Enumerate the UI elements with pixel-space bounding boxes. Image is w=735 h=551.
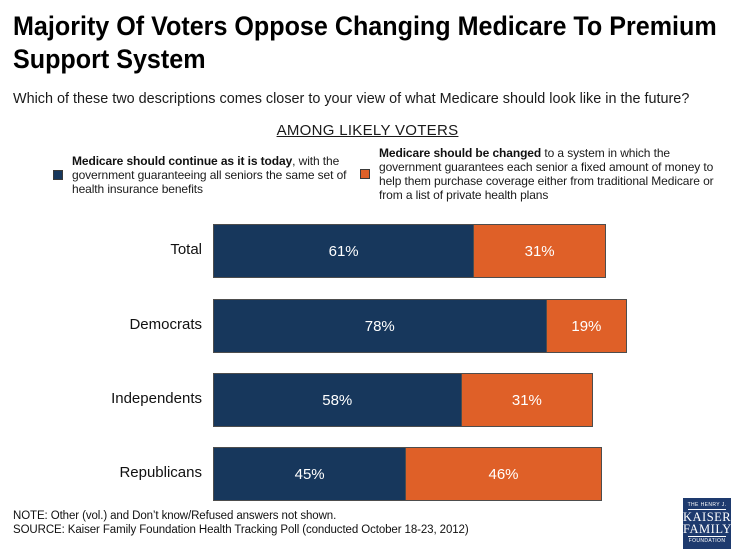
chart-row-republicans: Republicans 45% 46% <box>0 447 735 501</box>
logo-divider-bottom <box>688 536 726 537</box>
legend-swatch-continue <box>53 170 63 180</box>
chart-row-democrats: Democrats 78% 19% <box>0 299 735 353</box>
bar-segment-continue: 78% <box>214 300 546 352</box>
segment-value-label: 31% <box>524 242 555 260</box>
segment-value-label: 46% <box>488 465 519 483</box>
section-heading-text: AMONG LIKELY VOTERS <box>276 122 459 139</box>
bar-track: 78% 19% <box>213 299 628 353</box>
bar-track: 45% 46% <box>213 447 602 501</box>
bar-segment-changed: 31% <box>473 225 605 277</box>
logo-kaiser-text: KAISER <box>683 510 732 524</box>
bar-segment-continue: 45% <box>214 448 406 500</box>
chart-row-total: Total 61% 31% <box>0 224 735 278</box>
legend-swatch-changed <box>360 169 370 179</box>
legend-item-changed: Medicare should be changed to a system i… <box>360 146 724 202</box>
legend-label-continue-rest: , with the government guaranteeing all s… <box>72 154 347 196</box>
logo-family-text: FAMILY <box>683 522 732 536</box>
section-heading: AMONG LIKELY VOTERS <box>0 122 735 139</box>
title-line-2: Support System <box>13 44 206 74</box>
legend-label-changed-rest: to a system in which the government guar… <box>379 146 714 202</box>
bar-segment-changed: 46% <box>405 448 601 500</box>
bar-track: 61% 31% <box>213 224 606 278</box>
legend-label-continue-bold: Medicare should continue as it is today <box>72 154 293 168</box>
legend-label-continue: Medicare should continue as it is today,… <box>72 154 355 196</box>
bar-segment-changed: 19% <box>545 300 627 352</box>
bar-track: 58% 31% <box>213 373 594 427</box>
legend-label-changed-bold: Medicare should be changed <box>379 146 542 160</box>
category-label: Independents <box>111 390 202 407</box>
survey-question: Which of these two descriptions comes cl… <box>13 90 690 107</box>
source-text: SOURCE: Kaiser Family Foundation Health … <box>13 524 469 536</box>
segment-value-label: 61% <box>328 242 359 260</box>
legend-label-changed: Medicare should be changed to a system i… <box>379 146 724 202</box>
segment-value-label: 58% <box>322 391 353 409</box>
category-label: Republicans <box>119 464 202 481</box>
chart-row-independents: Independents 58% 31% <box>0 373 735 427</box>
category-label: Democrats <box>129 316 202 333</box>
segment-value-label: 78% <box>364 317 395 335</box>
logo-divider-top <box>688 509 726 510</box>
segment-value-label: 45% <box>294 465 325 483</box>
logo-foundation-text: FOUNDATION <box>688 538 726 544</box>
bar-segment-continue: 61% <box>214 225 474 277</box>
logo-henry-text: THE HENRY J. <box>687 502 727 508</box>
segment-value-label: 19% <box>571 317 602 335</box>
kff-logo: THE HENRY J. KAISER FAMILY FOUNDATION <box>683 498 731 549</box>
category-label: Total <box>170 241 202 258</box>
page-title: Majority Of Voters Oppose Changing Medic… <box>13 10 717 76</box>
bar-segment-continue: 58% <box>214 374 461 426</box>
segment-value-label: 31% <box>511 391 542 409</box>
bar-segment-changed: 31% <box>460 374 593 426</box>
legend-item-continue: Medicare should continue as it is today,… <box>53 154 355 196</box>
note-text: NOTE: Other (vol.) and Don’t know/Refuse… <box>13 510 337 522</box>
title-line-1: Majority Of Voters Oppose Changing Medic… <box>13 11 717 41</box>
